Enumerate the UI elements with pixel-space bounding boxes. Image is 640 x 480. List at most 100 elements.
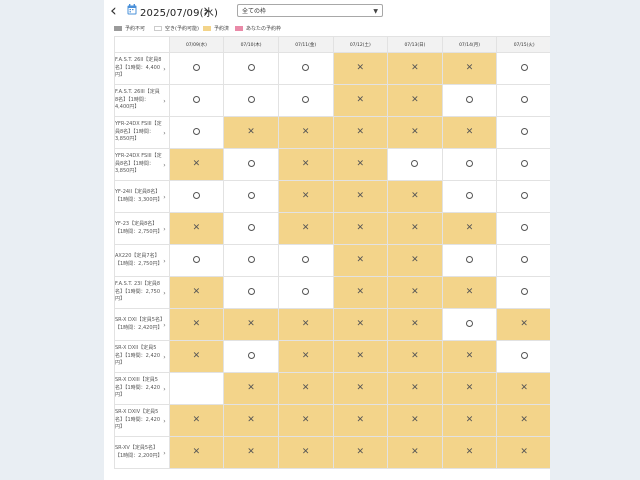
boat-name: YF-24II【定員8名】【1時間：3,300円】	[115, 189, 163, 203]
cross-icon: ✕	[301, 351, 310, 361]
circle-icon	[466, 256, 474, 263]
circle-icon	[192, 96, 200, 103]
slot-available[interactable]	[441, 180, 498, 213]
cross-icon: ✕	[301, 191, 310, 201]
slot-filter-select[interactable]: 全ての枠 ▼	[237, 4, 383, 17]
slot-available[interactable]	[168, 84, 225, 117]
slot-booked: ✕	[441, 276, 498, 309]
slot-available[interactable]	[496, 148, 550, 181]
slot-booked: ✕	[332, 116, 389, 149]
cross-icon: ✕	[301, 223, 310, 233]
boat-label[interactable]: SR-X DXII【定員5名】【1時間：2,420円】 ›	[114, 340, 170, 373]
circle-icon	[247, 256, 255, 263]
slot-available[interactable]	[496, 52, 550, 85]
cross-icon: ✕	[520, 319, 528, 329]
slot-available[interactable]	[223, 276, 279, 309]
boat-name: AX220【定員7名】【1時間：2,750円】	[115, 253, 163, 267]
boat-label[interactable]: F.A.S.T. 26III【定員8名】【1時間：4,400円】 ›	[114, 84, 170, 117]
slot-available[interactable]	[496, 212, 550, 245]
cross-icon: ✕	[356, 191, 365, 201]
cross-icon: ✕	[356, 159, 365, 169]
cross-icon: ✕	[465, 351, 474, 361]
boat-name: YFR-24DX FSIII【定員8名】【1時間：3,850円】	[115, 153, 162, 175]
slot-available[interactable]	[223, 148, 279, 181]
boat-row: YF-23【定員8名】【1時間：2,750円】 › ✕ ✕ ✕ ✕ ✕	[114, 212, 550, 245]
boat-row: AX220【定員7名】【1時間：2,750円】 › ✕ ✕	[114, 244, 550, 277]
cross-icon: ✕	[356, 415, 365, 425]
slot-booked: ✕	[277, 340, 334, 373]
slot-available[interactable]	[277, 276, 334, 309]
boat-name: SR-X DXII【定員5名】【1時間：2,420円】	[115, 345, 160, 367]
cross-icon: ✕	[520, 415, 528, 425]
legend-label: 予約済	[214, 26, 230, 32]
slot-available[interactable]	[441, 308, 498, 341]
slot-available[interactable]	[496, 180, 550, 213]
current-date[interactable]: 2025/07/09(水)	[140, 8, 219, 19]
legend-item-booked: 予約済	[203, 26, 229, 33]
boat-label[interactable]: F.A.S.T. 23I【定員8名】【1時間：2,750円】 ›	[114, 276, 170, 309]
legend-swatch	[203, 26, 211, 31]
boat-label[interactable]: YF-24II【定員8名】【1時間：3,300円】 ›	[114, 180, 170, 213]
slot-booked: ✕	[332, 436, 389, 469]
boat-label[interactable]: AX220【定員7名】【1時間：2,750円】 ›	[114, 244, 170, 277]
slot-available[interactable]	[223, 340, 279, 373]
cross-icon: ✕	[356, 63, 365, 73]
slot-available[interactable]	[223, 244, 279, 277]
slot-available[interactable]	[496, 84, 550, 117]
cross-icon: ✕	[411, 223, 419, 233]
slot-booked: ✕	[387, 372, 443, 405]
slot-available[interactable]	[277, 244, 334, 277]
circle-icon	[520, 160, 528, 167]
slot-available[interactable]	[496, 244, 550, 277]
slot-available[interactable]	[441, 84, 498, 117]
boat-label[interactable]: SR-XV【定員5名】【1時間：2,200円】 ›	[114, 436, 170, 469]
slot-booked: ✕	[332, 84, 389, 117]
legend-label: 空き(予約可能)	[165, 26, 199, 32]
slot-available[interactable]	[223, 212, 279, 245]
cross-icon: ✕	[356, 351, 365, 361]
slot-available[interactable]	[168, 116, 225, 149]
boat-label[interactable]: SR-X DXIV【定員5名】【1時間：2,420円】 ›	[114, 404, 170, 437]
slot-available[interactable]	[168, 244, 225, 277]
cross-icon: ✕	[192, 447, 201, 457]
cross-icon: ✕	[301, 127, 310, 137]
slot-booked: ✕	[332, 372, 389, 405]
slot-available[interactable]	[496, 340, 550, 373]
slot-booked: ✕	[277, 116, 334, 149]
circle-icon	[302, 64, 310, 71]
boat-label[interactable]: SR-X DXI【定員5名】【1時間：2,420円】 ›	[114, 308, 170, 341]
slot-available[interactable]	[168, 52, 225, 85]
slot-available[interactable]	[496, 276, 550, 309]
circle-icon	[247, 224, 255, 231]
chevron-right-icon: ›	[163, 65, 166, 73]
slot-available[interactable]	[496, 116, 550, 149]
slot-available[interactable]	[223, 52, 279, 85]
slot-available[interactable]	[387, 148, 443, 181]
reservation-rows: F.A.S.T. 26II【定員8名】【1時間：4,400円】 › ✕ ✕ ✕ F.A.S…	[114, 52, 550, 469]
slot-booked: ✕	[441, 372, 498, 405]
slot-available[interactable]	[441, 148, 498, 181]
calendar-icon[interactable]	[127, 4, 137, 15]
boat-label[interactable]: SR-X DXIII【定員5名】【1時間：2,420円】 ›	[114, 372, 170, 405]
slot-available[interactable]	[441, 244, 498, 277]
cross-icon: ✕	[520, 383, 528, 393]
boat-label[interactable]: YFR-24DX FSIII【定員8名】【1時間：3,850円】 ›	[114, 116, 170, 149]
slot-available[interactable]	[277, 84, 334, 117]
previous-day-button[interactable]: ‹	[110, 1, 117, 21]
circle-icon	[247, 96, 255, 103]
slot-booked: ✕	[332, 276, 389, 309]
cross-icon: ✕	[356, 383, 365, 393]
boat-label[interactable]: YFR-24DX FSIII【定員8名】【1時間：3,850円】 ›	[114, 148, 170, 181]
slot-available[interactable]	[223, 180, 279, 213]
boat-label[interactable]: YF-23【定員8名】【1時間：2,750円】 ›	[114, 212, 170, 245]
circle-icon	[192, 256, 200, 263]
cross-icon: ✕	[356, 223, 365, 233]
slot-booked: ✕	[496, 372, 550, 405]
slot-available[interactable]	[223, 84, 279, 117]
slot-available[interactable]	[277, 52, 334, 85]
boat-label[interactable]: F.A.S.T. 26II【定員8名】【1時間：4,400円】 ›	[114, 52, 170, 85]
next-day-button[interactable]: ›	[203, 1, 210, 21]
boat-name: F.A.S.T. 23I【定員8名】【1時間：2,750円】	[115, 281, 161, 303]
slot-booked: ✕	[168, 404, 225, 437]
slot-available[interactable]	[168, 180, 225, 213]
